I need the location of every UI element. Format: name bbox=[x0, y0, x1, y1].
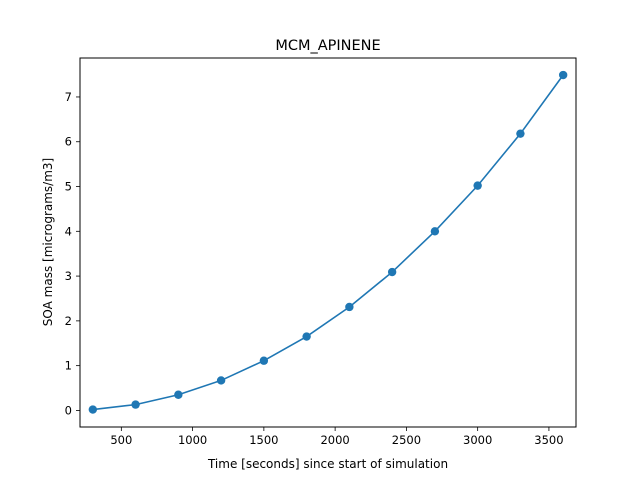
x-tick-label: 500 bbox=[110, 433, 132, 447]
data-point bbox=[345, 302, 354, 312]
x-tick-label: 1500 bbox=[249, 433, 278, 447]
y-tick-label: 6 bbox=[65, 135, 72, 149]
y-tick-label: 3 bbox=[65, 269, 72, 283]
data-point bbox=[216, 376, 226, 385]
plot-frame bbox=[79, 57, 577, 428]
data-point bbox=[88, 405, 98, 414]
x-tick-label: 2000 bbox=[320, 433, 349, 447]
series-line bbox=[92, 74, 564, 411]
y-axis-ticks: 0 1 2 3 4 5 6 7 bbox=[65, 90, 80, 417]
data-point bbox=[259, 356, 269, 365]
x-tick-label: 1000 bbox=[178, 433, 207, 447]
data-point bbox=[387, 267, 397, 277]
y-axis-label: SOA mass [micrograms/m3] bbox=[41, 158, 55, 326]
x-axis-ticks: 500 1000 1500 2000 2500 3000 3500 bbox=[110, 427, 564, 447]
y-tick-label: 5 bbox=[65, 180, 72, 194]
y-tick-label: 7 bbox=[65, 90, 72, 104]
y-tick-label: 4 bbox=[65, 224, 72, 238]
data-point bbox=[430, 227, 440, 236]
y-tick-label: 2 bbox=[65, 314, 72, 328]
data-point bbox=[302, 332, 311, 341]
data-point bbox=[131, 400, 140, 409]
y-tick-label: 0 bbox=[65, 403, 72, 417]
data-point bbox=[558, 70, 568, 80]
x-tick-label: 3500 bbox=[534, 433, 563, 447]
data-point bbox=[516, 129, 525, 138]
series-layer bbox=[88, 70, 568, 414]
plot-area bbox=[80, 58, 576, 427]
y-tick-label: 1 bbox=[65, 359, 72, 373]
data-point bbox=[174, 390, 183, 399]
chart-title: MCM_APINENE bbox=[275, 38, 380, 54]
data-point bbox=[473, 181, 482, 190]
x-tick-label: 2500 bbox=[392, 433, 421, 447]
x-tick-label: 3000 bbox=[463, 433, 492, 447]
x-axis-label: Time [seconds] since start of simulation bbox=[207, 457, 448, 471]
